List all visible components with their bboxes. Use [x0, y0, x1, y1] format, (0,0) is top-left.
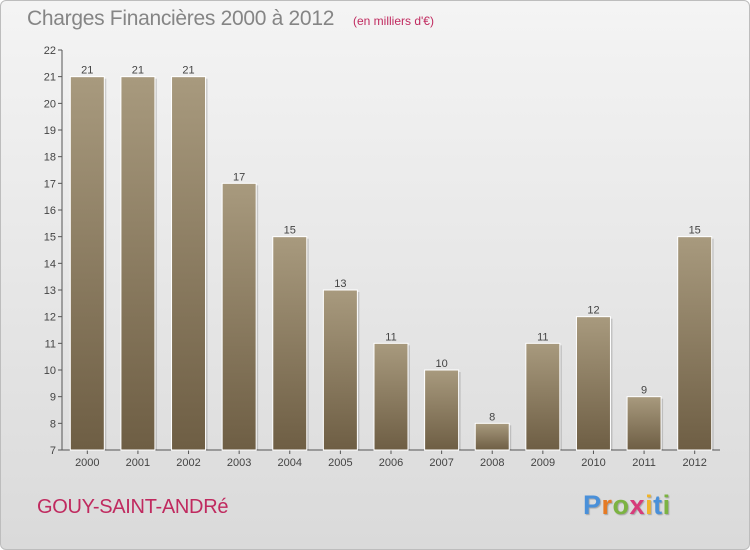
y-tick-label: 7	[50, 445, 56, 457]
brand-logo-letter: o	[612, 490, 630, 520]
brand-logo[interactable]: Proxiti	[583, 490, 671, 521]
x-tick-label: 2008	[480, 457, 504, 469]
y-tick-label: 20	[44, 98, 56, 110]
bar	[171, 76, 207, 451]
x-tick-label: 2006	[379, 457, 403, 469]
bar	[373, 342, 409, 451]
bar	[525, 342, 561, 451]
value-label: 8	[489, 411, 495, 423]
y-tick-label: 19	[44, 125, 56, 137]
x-tick-label: 2004	[278, 457, 302, 469]
x-tick-label: 2001	[126, 457, 150, 469]
value-label: 11	[385, 331, 396, 343]
bar	[272, 236, 308, 451]
brand-logo-letter: P	[583, 490, 602, 520]
x-tick-label: 2007	[429, 457, 453, 469]
value-label: 21	[81, 65, 93, 77]
chart-bars	[69, 76, 714, 451]
y-tick-label: 13	[44, 285, 56, 297]
y-tick-label: 10	[44, 365, 56, 377]
y-tick-label: 9	[50, 392, 56, 404]
y-tick-label: 12	[44, 312, 56, 324]
brand-logo-letter: i	[662, 490, 671, 520]
chart-subtitle: (en milliers d'€)	[353, 14, 434, 28]
x-tick-label: 2000	[75, 457, 99, 469]
chart-title: Charges Financières 2000 à 2012	[27, 7, 335, 30]
chart-labels: 7 8 9 10 11 12 13 14 15 16 17 18 19 20 21 22 2000 21 2001 2…	[44, 45, 707, 469]
bar	[626, 396, 662, 451]
x-tick-label: 2009	[531, 457, 555, 469]
value-label: 9	[641, 385, 647, 397]
y-tick-label: 11	[45, 338, 56, 350]
value-label: 17	[233, 171, 245, 183]
y-tick-label: 17	[44, 178, 56, 190]
y-tick-label: 14	[44, 258, 56, 270]
value-label: 21	[182, 65, 194, 77]
value-label: 15	[284, 225, 296, 237]
x-tick-label: 2005	[328, 457, 352, 469]
x-tick-label: 2010	[581, 457, 605, 469]
x-tick-label: 2002	[176, 457, 200, 469]
bar	[575, 316, 611, 451]
bar	[677, 236, 713, 451]
y-tick-label: 21	[44, 72, 56, 84]
value-label: 10	[435, 358, 447, 370]
value-label: 15	[689, 225, 701, 237]
bar	[424, 369, 460, 451]
y-tick-label: 22	[44, 45, 56, 57]
brand-logo-letter: i	[645, 490, 654, 520]
y-tick-label: 16	[44, 205, 56, 217]
brand-logo-letter: r	[601, 490, 613, 520]
brand-logo-letter: x	[629, 490, 646, 520]
bar	[322, 289, 358, 451]
bar	[221, 182, 257, 451]
brand-logo-letter: t	[653, 490, 663, 520]
value-label: 11	[537, 331, 548, 343]
x-tick-label: 2012	[682, 457, 706, 469]
bar	[120, 76, 156, 451]
bar	[474, 422, 510, 451]
x-tick-label: 2003	[227, 457, 251, 469]
commune-name: GOUY-SAINT-ANDRé	[37, 496, 229, 518]
value-label: 21	[132, 65, 144, 77]
value-label: 12	[587, 305, 599, 317]
y-tick-label: 8	[50, 418, 56, 430]
y-tick-label: 18	[44, 152, 56, 164]
bar	[69, 76, 105, 451]
value-label: 13	[334, 278, 346, 290]
y-tick-label: 15	[44, 232, 56, 244]
x-tick-label: 2011	[632, 457, 656, 469]
